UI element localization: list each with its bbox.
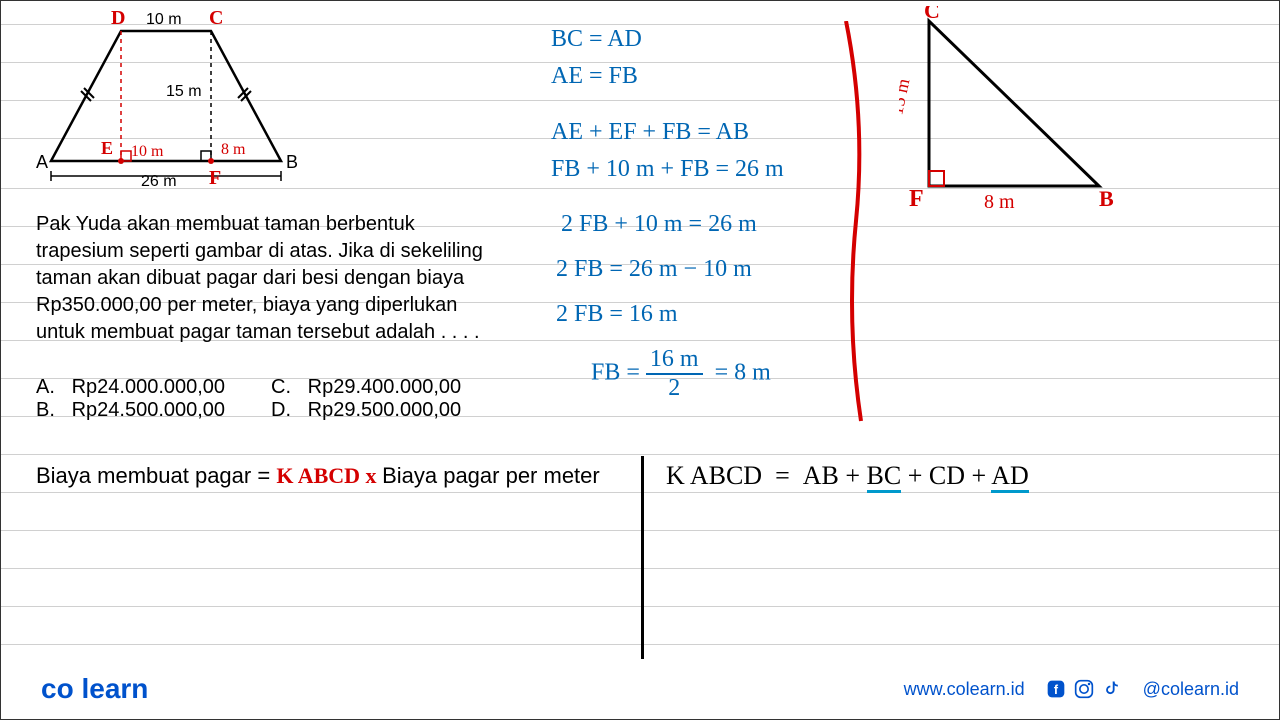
tiktok-icon[interactable] bbox=[1101, 678, 1123, 700]
logo: co learn bbox=[41, 673, 148, 705]
facebook-icon[interactable]: f bbox=[1045, 678, 1067, 700]
footer: co learn www.colearn.id f @colearn.id bbox=[1, 659, 1279, 719]
option-D: D. Rp29.500.000,00 bbox=[271, 399, 506, 422]
answer-options: A. Rp24.000.000,00 C. Rp29.400.000,00 B.… bbox=[36, 376, 506, 422]
tri-C: C bbox=[924, 6, 940, 23]
triangle-diagram: C F B 15 m 8 m bbox=[899, 6, 1149, 216]
label-ef: 10 m bbox=[131, 143, 164, 160]
footer-handle[interactable]: @colearn.id bbox=[1143, 679, 1239, 700]
instagram-icon[interactable] bbox=[1073, 678, 1095, 700]
tri-cf: 15 m bbox=[899, 77, 913, 117]
work-line4: FB + 10 m + FB = 26 m bbox=[551, 156, 784, 183]
problem-text: Pak Yuda akan membuat taman berbentuk tr… bbox=[36, 211, 506, 346]
formula-right: K ABCD = AB + BC + CD + AD bbox=[666, 461, 1029, 491]
social-icons: f bbox=[1045, 678, 1123, 700]
label-C: C bbox=[209, 7, 223, 29]
work-line8: FB = 16 m 2 = 8 m bbox=[591, 346, 771, 402]
formula-left: Biaya membuat pagar = K ABCD x Biaya pag… bbox=[36, 463, 600, 489]
label-E: E bbox=[101, 138, 113, 158]
work-line1: BC = AD bbox=[551, 26, 642, 53]
option-B: B. Rp24.500.000,00 bbox=[36, 399, 271, 422]
label-D: D bbox=[111, 7, 125, 29]
label-B: B bbox=[286, 152, 298, 172]
label-fb: 8 m bbox=[221, 141, 246, 158]
label-bottom: 26 m bbox=[141, 173, 177, 186]
option-A: A. Rp24.000.000,00 bbox=[36, 376, 271, 399]
tri-B: B bbox=[1099, 186, 1114, 211]
work-line2: AE = FB bbox=[551, 63, 638, 90]
trapezoid-diagram: D C A B E F 10 m 15 m 26 m 10 m 8 m bbox=[31, 6, 301, 186]
label-A: A bbox=[36, 152, 48, 172]
work-line3: AE + EF + FB = AB bbox=[551, 119, 749, 146]
tri-F: F bbox=[909, 186, 924, 212]
red-bracket bbox=[841, 21, 871, 426]
label-top: 10 m bbox=[146, 11, 182, 28]
work-line5: 2 FB + 10 m = 26 m bbox=[561, 211, 757, 238]
work-line6: 2 FB = 26 m − 10 m bbox=[556, 256, 752, 283]
option-C: C. Rp29.400.000,00 bbox=[271, 376, 506, 399]
footer-url[interactable]: www.colearn.id bbox=[904, 679, 1025, 700]
label-F: F bbox=[209, 167, 221, 186]
label-height: 15 m bbox=[166, 83, 202, 100]
tri-fb: 8 m bbox=[984, 191, 1015, 213]
work-line7: 2 FB = 16 m bbox=[556, 301, 678, 328]
